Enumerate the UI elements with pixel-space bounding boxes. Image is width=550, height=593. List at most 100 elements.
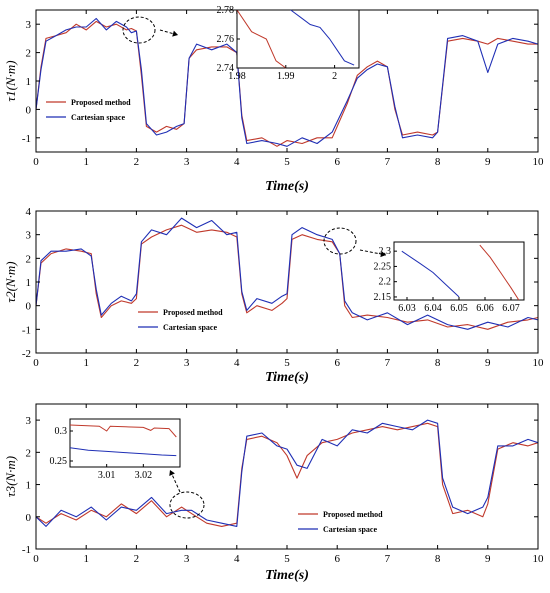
inset-y-tick-label: 2.74 [217, 63, 235, 74]
zoom-callout-ellipse [323, 227, 357, 255]
x-tick-label: 1 [83, 156, 89, 168]
inset-frame [69, 418, 181, 468]
inset-x-tick-label: 6.07 [502, 303, 520, 314]
x-tick-label: 6 [334, 553, 340, 565]
y-tick-label: 1 [26, 76, 32, 88]
legend-label: Cartesian space [323, 525, 377, 534]
y-axis-label: τ1(N·m) [3, 60, 18, 101]
x-axis-label: Time(s) [265, 179, 309, 194]
x-tick-label: 8 [435, 553, 441, 565]
x-tick-label: 9 [485, 357, 491, 369]
y-tick-label: 3 [26, 230, 32, 242]
inset-x-tick-label: 6.05 [450, 303, 468, 314]
x-tick-label: 10 [533, 357, 545, 369]
inset-x-tick-label: 1.99 [277, 71, 295, 82]
legend-label: Cartesian space [71, 113, 125, 122]
x-tick-label: 2 [134, 553, 140, 565]
y-tick-label: 3 [26, 415, 32, 427]
x-tick-label: 8 [435, 357, 441, 369]
y-tick-label: 0 [26, 512, 32, 524]
y-axis-label: τ3(N·m) [3, 456, 18, 497]
legend-label: Proposed method [163, 308, 223, 317]
y-tick-label: -1 [22, 324, 31, 336]
legend-label: Cartesian space [163, 323, 217, 332]
series-line-cartesian-space [35, 217, 539, 330]
inset-zoom: 6.03 6.04 6.05 6.06 6.07 2.3 2.25 2.2 2.15 [374, 241, 525, 314]
x-tick-label: 10 [533, 156, 545, 168]
inset-y-tick-label: 0.25 [50, 456, 68, 467]
inset-x-tick-label: 1.98 [228, 71, 246, 82]
inset-y-tick-label: 2.3 [379, 246, 392, 257]
inset-y-tick-label: 2.25 [374, 261, 392, 272]
x-tick-label: 7 [385, 357, 391, 369]
y-tick-label: -1 [22, 133, 31, 145]
inset-y-tick-label: 2.15 [374, 292, 392, 303]
inset-series-line [236, 9, 287, 69]
y-tick-label: 1 [26, 480, 32, 492]
zoom-callout-ellipse [169, 491, 205, 519]
y-tick-label: -1 [22, 544, 31, 556]
x-axis-label: Time(s) [265, 370, 309, 385]
chart-panel-1: 0 1 2 3 4 5 6 7 8 9 10-10123Time(s)τ1(N·m)Proposed… [3, 5, 544, 194]
x-tick-label: 5 [284, 553, 290, 565]
y-tick-label: 0 [26, 301, 32, 313]
inset-x-tick-label: 6.06 [476, 303, 494, 314]
x-tick-label: 3 [184, 553, 190, 565]
y-tick-label: 4 [26, 206, 32, 218]
zoom-callout-arrowhead [169, 470, 175, 476]
y-tick-label: 2 [26, 447, 32, 459]
x-tick-label: 0 [33, 357, 39, 369]
x-tick-label: 0 [33, 553, 39, 565]
y-axis-label: τ2(N·m) [3, 261, 18, 302]
x-tick-label: 8 [435, 156, 441, 168]
x-tick-label: 0 [33, 156, 39, 168]
inset-series-line [69, 424, 177, 438]
inset-series-line [401, 250, 460, 298]
zoom-callout-ellipse [122, 16, 156, 44]
y-tick-label: 3 [26, 19, 32, 31]
inset-x-tick-label: 2 [332, 71, 337, 82]
chart-panel-2: 0 1 2 3 4 5 6 7 8 9 10 -2 -1 0 1 2 3 4 Time(s) τ2(N·m) Propo… [3, 206, 544, 385]
chart-panel-3: 0 1 2 3 4 5 6 7 8 9 10-10123Time(s)τ3(N·m)Proposed… [3, 403, 545, 583]
x-tick-label: 4 [234, 156, 240, 168]
inset-series-line [290, 9, 355, 66]
zoom-callout-arrowhead [380, 250, 386, 258]
inset-x-tick-label: 6.04 [424, 303, 442, 314]
x-tick-label: 4 [234, 553, 240, 565]
inset-frame [236, 9, 360, 69]
x-tick-label: 5 [284, 156, 290, 168]
x-tick-label: 6 [334, 156, 340, 168]
series-line-proposed-method [35, 224, 539, 330]
inset-x-tick-label: 3.02 [135, 470, 153, 481]
x-axis-label: Time(s) [265, 568, 309, 583]
series-line-cartesian-space [35, 17, 539, 147]
y-tick-label: 0 [26, 104, 32, 116]
x-tick-label: 6 [334, 357, 340, 369]
y-tick-label: 2 [26, 48, 32, 60]
y-tick-label: -2 [22, 348, 31, 360]
inset-y-tick-label: 0.3 [55, 426, 68, 437]
x-tick-label: 2 [134, 357, 140, 369]
inset-frame [393, 241, 525, 301]
series-line-cartesian-space [35, 419, 539, 527]
x-tick-label: 4 [234, 357, 240, 369]
legend-label: Proposed method [71, 98, 131, 107]
y-tick-label: 1 [26, 277, 32, 289]
x-tick-label: 7 [385, 156, 391, 168]
x-tick-label: 10 [533, 553, 545, 565]
x-tick-label: 7 [385, 553, 391, 565]
inset-series-line [479, 244, 520, 301]
inset-y-tick-label: 2.76 [217, 34, 235, 45]
x-tick-label: 5 [284, 357, 290, 369]
inset-y-tick-label: 2.78 [217, 5, 235, 16]
x-tick-label: 3 [184, 156, 190, 168]
x-tick-label: 2 [134, 156, 140, 168]
x-tick-label: 3 [184, 357, 190, 369]
inset-zoom: 3.01 3.02 0.3 0.25 [50, 418, 181, 481]
inset-series-line [69, 447, 177, 457]
inset-x-tick-label: 6.03 [398, 303, 416, 314]
legend-label: Proposed method [323, 510, 383, 519]
x-tick-label: 1 [83, 357, 89, 369]
zoom-callout-arrowhead [172, 30, 178, 37]
